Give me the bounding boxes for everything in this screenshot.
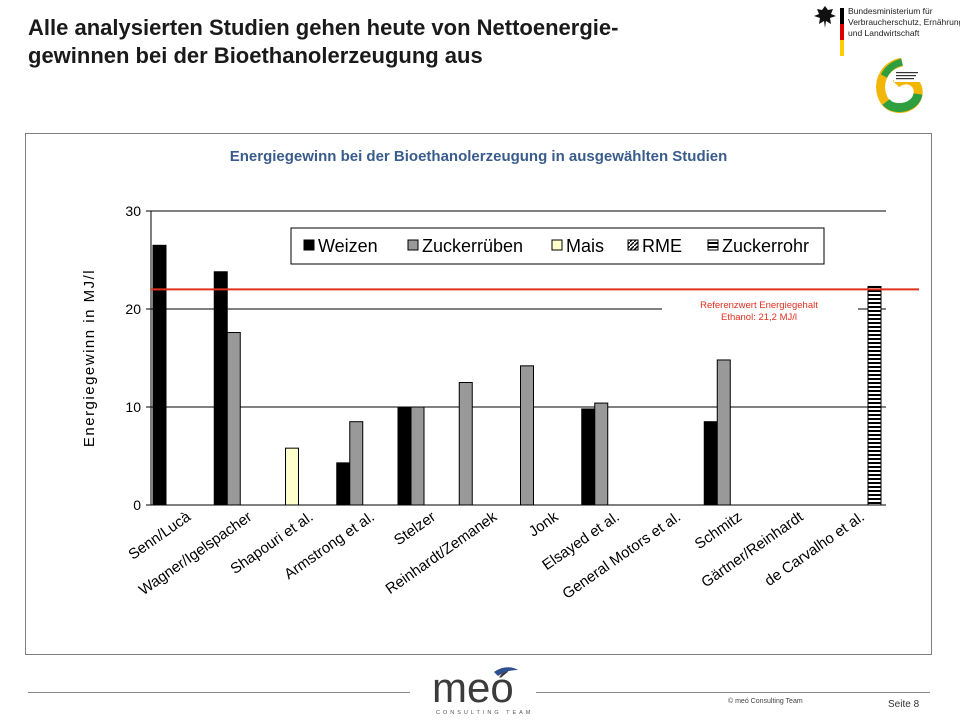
bar-weizen — [213, 271, 228, 506]
german-flag-stripe — [840, 8, 844, 56]
ministry-logo: Bundesministerium für Verbraucherschutz,… — [812, 4, 960, 56]
legend-label: Mais — [566, 236, 604, 256]
meo-subtitle: CONSULTING TEAM — [436, 710, 533, 716]
legend-label: Zuckerrüben — [422, 236, 523, 256]
reference-label: Ethanol: 21,2 MJ/l — [721, 312, 797, 323]
bar-mais — [285, 447, 299, 506]
y-tick-label: 20 — [125, 301, 141, 317]
federal-eagle-icon — [814, 6, 836, 28]
chart-frame: Energiegewinn bei der Bioethanolerzeugun… — [25, 133, 932, 655]
copyright: © meó Consulting Team — [728, 698, 803, 705]
ministry-name: Bundesministerium für Verbraucherschutz,… — [848, 6, 960, 39]
ministry-name-line: Verbraucherschutz, Ernährung — [848, 17, 960, 27]
x-tick-label: Jonk — [526, 508, 562, 540]
meo-logo: meó CONSULTING TEAM — [432, 664, 533, 716]
footer-divider — [536, 692, 930, 693]
legend-swatch — [627, 239, 639, 251]
x-tick-label: Schmitz — [692, 508, 745, 553]
bar-weizen — [336, 462, 351, 506]
legend-swatch — [551, 239, 563, 251]
x-tick-label: de Carvalho et al. — [762, 508, 868, 589]
meo-swoosh-icon — [494, 667, 518, 676]
six-logo — [876, 58, 923, 113]
bar-weizen — [152, 244, 167, 506]
footer-divider — [28, 692, 410, 693]
legend-swatch — [407, 239, 419, 251]
slide-title-line-2: gewinnen bei der Bioethanolerzeugung aus — [28, 43, 483, 68]
y-tick-label: 30 — [125, 203, 141, 219]
reference-label: Referenzwert Energiegehalt — [700, 300, 818, 311]
legend-label: RME — [642, 236, 682, 256]
legend-swatch — [303, 239, 315, 251]
page-number: Seite 8 — [888, 699, 920, 710]
y-tick-label: 10 — [125, 399, 141, 415]
bar-weizen — [397, 407, 412, 506]
chart-title: Energiegewinn bei der Bioethanolerzeugun… — [229, 148, 728, 165]
x-tick-label: Wagner/Igelspacher — [136, 508, 255, 599]
bar-zuckerrben — [410, 406, 425, 506]
legend-swatch — [707, 239, 719, 251]
ministry-name-line: Bundesministerium für — [848, 6, 933, 16]
slide-title-line-1: Alle analysierten Studien gehen heute vo… — [28, 15, 619, 40]
bar-zuckerrben — [716, 359, 731, 506]
bar-zuckerrben — [594, 402, 609, 506]
x-tick-label: Gärtner/Reinhardt — [698, 508, 807, 591]
bar-zuckerrben — [458, 382, 473, 506]
reference-label-bg — [662, 296, 858, 324]
bar-zuckerrben — [349, 421, 364, 506]
bar-weizen — [703, 421, 718, 506]
y-tick-label: 0 — [133, 497, 141, 513]
bar-zuckerrben — [226, 332, 241, 506]
bar-zuckerrohr — [867, 285, 882, 506]
y-axis-label: Energiegewinn in MJ/l — [81, 269, 98, 447]
bar-weizen — [581, 408, 596, 506]
x-tick-label: Stelzer — [391, 508, 439, 549]
ministry-name-line: und Landwirtschaft — [848, 28, 920, 38]
bar-zuckerrben — [520, 365, 534, 506]
legend-label: Zuckerrohr — [722, 236, 809, 256]
legend-label: Weizen — [318, 236, 378, 256]
x-tick-label: Reinhardt/Zemanek — [383, 508, 501, 598]
slide-title: Alle analysierten Studien gehen heute vo… — [28, 14, 758, 70]
